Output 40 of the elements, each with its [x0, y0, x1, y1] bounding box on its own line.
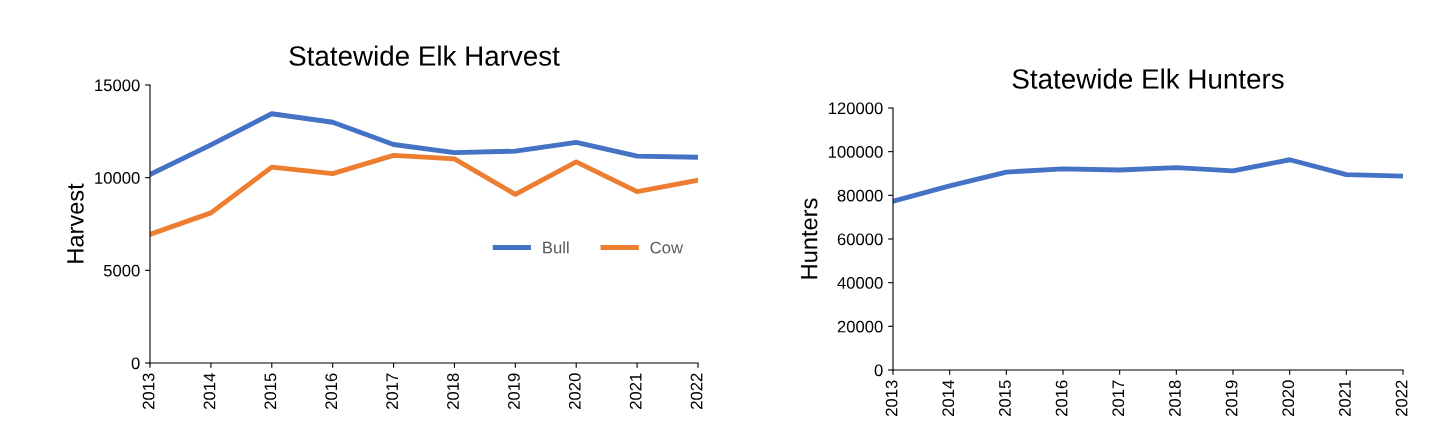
chart-title: Statewide Elk Hunters [1012, 68, 1284, 89]
y-tick-label: 5000 [103, 264, 140, 277]
x-tick-label: 2014 [942, 380, 955, 416]
y-tick-label: 0 [131, 357, 140, 370]
x-tick-label: 2014 [203, 373, 216, 409]
x-tick-label: 2018 [1169, 380, 1181, 416]
x-tick-label: 2017 [1112, 380, 1125, 416]
x-tick-label: 2018 [447, 373, 459, 409]
x-tick-label: 2016 [1055, 380, 1068, 416]
x-tick-label: 2013 [142, 373, 155, 409]
x-tick-label: 2021 [629, 373, 642, 409]
y-tick-label: 15000 [95, 79, 140, 92]
y-tick-label: 40000 [837, 277, 883, 289]
y-axis-title: Hunters [800, 198, 818, 279]
line-series [150, 153, 698, 237]
x-tick-label: 2022 [690, 373, 703, 409]
y-tick-label: 10000 [95, 172, 140, 184]
x-tick-label: 2015 [264, 373, 277, 409]
x-tick-label: 2021 [1339, 380, 1351, 416]
y-tick-label: 60000 [837, 233, 883, 246]
x-tick-label: 2015 [999, 380, 1011, 416]
y-tick-label: 20000 [837, 320, 883, 333]
legend-label: Bull [543, 241, 569, 254]
x-tick-label: 2019 [1225, 380, 1238, 416]
x-tick-label: 2016 [325, 373, 338, 409]
y-tick-label: 100000 [828, 146, 883, 158]
chart-title: Statewide Elk Harvest [289, 45, 560, 66]
x-tick-label: 2022 [1395, 380, 1408, 416]
x-tick-label: 2020 [568, 373, 581, 409]
x-tick-label: 2013 [885, 380, 898, 416]
y-tick-label: 0 [874, 364, 883, 377]
y-axis-title: Harvest [67, 183, 84, 263]
y-tick-label: 120000 [828, 102, 883, 115]
x-tick-label: 2017 [386, 373, 399, 409]
x-tick-label: 2020 [1282, 380, 1295, 416]
y-tick-label: 80000 [837, 189, 883, 202]
x-tick-label: 2019 [508, 373, 520, 409]
legend-label: Cow [650, 241, 684, 254]
line-series [150, 111, 698, 177]
line-series [893, 157, 1403, 204]
